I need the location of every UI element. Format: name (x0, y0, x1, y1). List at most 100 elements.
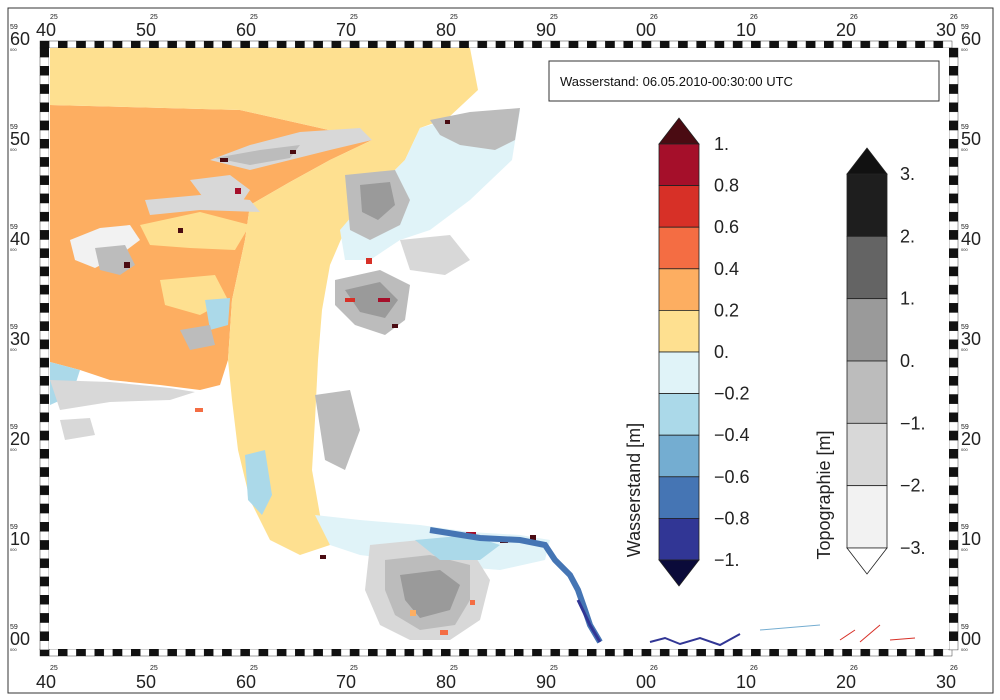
top-tick-label: 50 (136, 20, 156, 40)
border-cell (39, 522, 50, 532)
right-tick-sub: 000 (961, 147, 968, 152)
left-tick-prefix: 59 (10, 524, 18, 531)
border-left (39, 47, 50, 651)
border-cell (769, 40, 779, 49)
border-cell (149, 648, 159, 657)
border-cell (158, 648, 168, 657)
colorbar-title: Topographie [m] (814, 430, 834, 559)
border-cell (39, 248, 50, 258)
border-cell (915, 40, 925, 49)
border-cell (276, 40, 287, 49)
border-cell (541, 648, 551, 657)
border-cell (669, 40, 679, 49)
border-cell (948, 138, 959, 149)
right-tick-sub: 000 (961, 447, 968, 452)
border-cell (267, 40, 278, 49)
border-cell (948, 175, 959, 185)
border-cell (723, 40, 734, 49)
colorbar-swatch (658, 268, 700, 311)
left-tick-sub: 000 (10, 147, 17, 152)
left-tick-sub: 000 (10, 547, 17, 552)
border-cell (948, 294, 959, 304)
border-cell (422, 648, 433, 657)
border-cell (514, 40, 524, 49)
border-cell (948, 93, 959, 103)
border-cell (313, 648, 323, 657)
border-cell (39, 47, 50, 58)
border-cell (948, 622, 959, 632)
border-cell (39, 129, 50, 140)
border-cell (948, 202, 959, 213)
bottom-tick-prefix: 25 (550, 665, 558, 672)
border-cell (39, 640, 50, 651)
border-cell (404, 648, 415, 657)
left-tick-prefix: 59 (10, 324, 18, 331)
border-cell (340, 40, 351, 49)
bottom-tick-label: 90 (536, 672, 556, 692)
border-cell (231, 648, 241, 657)
colorbar-label: 0. (900, 351, 915, 371)
border-cell (267, 648, 278, 657)
border-cell (948, 412, 959, 423)
border-cell (213, 648, 223, 657)
border-cell (39, 303, 50, 313)
border-cell (948, 184, 959, 195)
border-cell (140, 40, 150, 49)
top-tick-label: 30 (936, 20, 956, 40)
border-cell (948, 558, 959, 569)
border-cell (714, 648, 725, 657)
border-cell (815, 648, 825, 657)
bottom-tick-prefix: 25 (450, 665, 458, 672)
border-cell (723, 648, 734, 657)
border-cell (559, 648, 570, 657)
border-cell (39, 75, 50, 85)
legend-wasserstand: 1. 0.8 0.6 0.4 0.2 0. −0.2 −0.4 −0.6 −0.8 −1. Wasse… (624, 117, 750, 587)
border-cell (477, 648, 488, 657)
border-cell (948, 56, 959, 67)
border-cell (778, 648, 789, 657)
right-tick-label: 20 (961, 429, 981, 449)
border-cell (532, 648, 542, 657)
border-cell (669, 648, 679, 657)
border-cell (404, 40, 415, 49)
border-cell (948, 595, 959, 605)
border-cell (897, 40, 907, 49)
border-cell (687, 648, 697, 657)
border-cell (948, 275, 959, 286)
border-cell (39, 157, 50, 167)
border-cell (948, 631, 959, 641)
border-cell (48, 648, 59, 657)
border-cell (39, 193, 50, 204)
border-cell (39, 376, 50, 386)
border-cell (787, 648, 798, 657)
top-tick-prefix: 26 (850, 14, 858, 21)
border-cell (94, 40, 105, 49)
border-cell (851, 40, 861, 49)
bottom-tick-label: 60 (236, 672, 256, 692)
border-cell (948, 485, 959, 496)
border-cell (948, 129, 959, 140)
right-tick-prefix: 59 (961, 124, 969, 131)
border-cell (942, 40, 953, 49)
border-cell (39, 284, 50, 295)
border-cell (587, 40, 597, 49)
border-cell (39, 494, 50, 505)
border-cell (67, 40, 77, 49)
border-cell (948, 148, 959, 158)
border-cell (39, 412, 50, 423)
border-cell (751, 40, 761, 49)
border-cell (258, 40, 269, 49)
border-cell (39, 56, 50, 67)
colorbar-label: −0.4 (714, 425, 750, 445)
border-cell (413, 648, 424, 657)
border-cell (413, 40, 424, 49)
border-cell (948, 66, 959, 76)
border-cell (623, 648, 633, 657)
border-cell (39, 84, 50, 94)
colorbar-label: 0.6 (714, 217, 739, 237)
border-cell (948, 421, 959, 432)
top-tick-label: 90 (536, 20, 556, 40)
right-tick-label: 50 (961, 129, 981, 149)
border-cell (948, 458, 959, 468)
border-cell (85, 648, 95, 657)
